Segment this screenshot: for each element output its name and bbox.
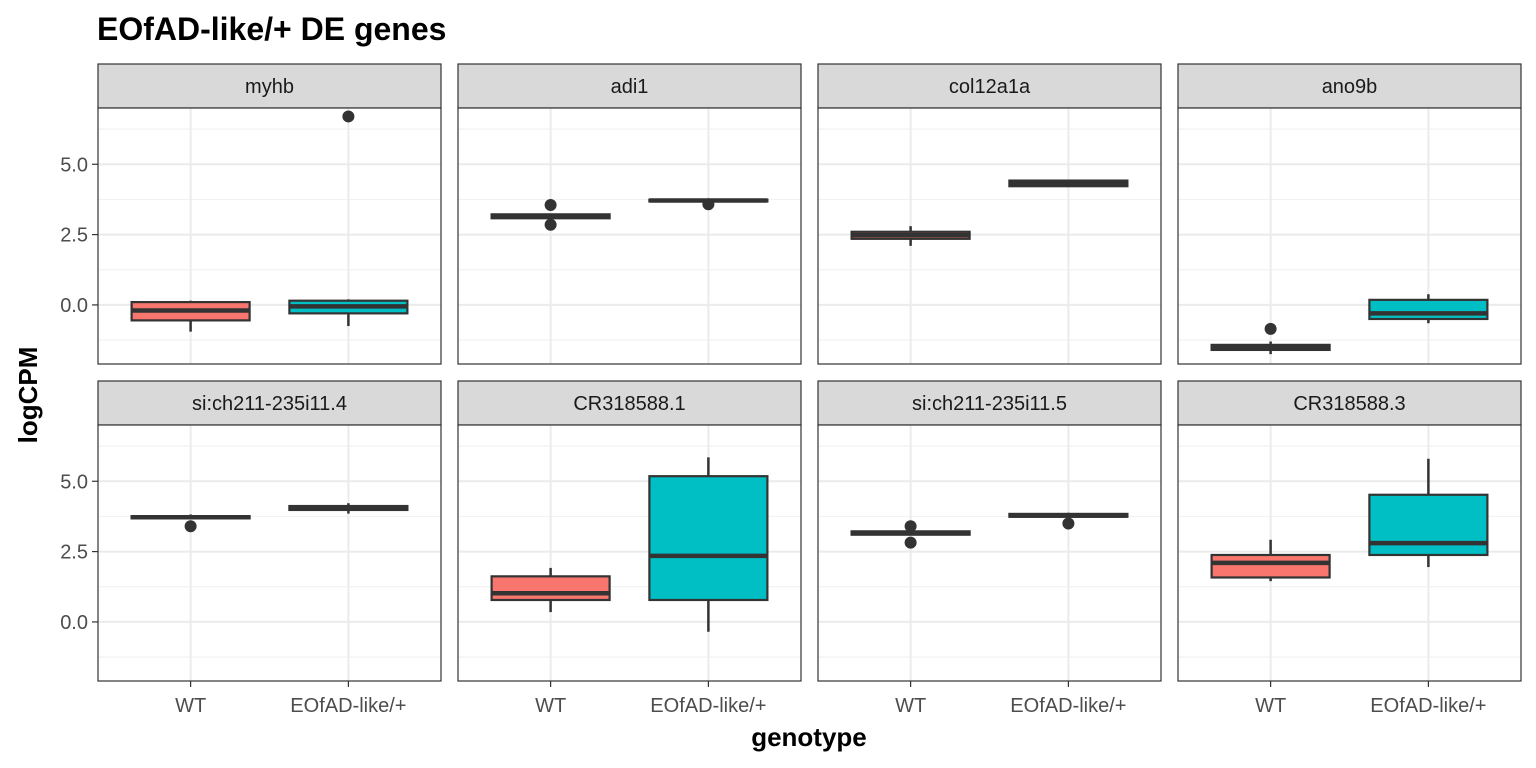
box-wt	[1210, 539, 1331, 582]
y-tick-label: 5.0	[60, 154, 88, 176]
facet-panel: col12a1a	[817, 63, 1162, 365]
facet-strip-label: si:ch211-235i11.5	[912, 393, 1067, 415]
facet-strip	[457, 63, 802, 109]
panel-border	[97, 424, 442, 682]
facet-strip-label: CR318588.1	[573, 393, 685, 415]
y-tick-label: 0.0	[60, 295, 88, 317]
panel-background	[98, 108, 441, 364]
x-tick-label: EOfAD-like/+	[650, 695, 766, 717]
y-tick-label: 0.0	[60, 612, 88, 634]
box-wt	[490, 567, 611, 613]
y-axis-title: logCPM	[13, 347, 43, 444]
panel-border	[457, 424, 802, 682]
box-wt	[850, 520, 971, 549]
box-iqr	[490, 575, 611, 602]
y-tick-label: 2.5	[60, 225, 88, 247]
outlier-point	[1264, 322, 1277, 335]
panel-background	[458, 108, 801, 364]
facet-strip-label: col12a1a	[949, 76, 1031, 98]
facet-strip	[457, 380, 802, 426]
x-tick-label: WT	[895, 695, 926, 717]
box-eofad	[1368, 294, 1489, 324]
facet-panel: myhb 0.0 2.5 5.0	[60, 63, 442, 365]
box-eofad	[1368, 458, 1489, 568]
facet-panel: si:ch211-235i11.5 WT EOfAD-like/+	[817, 380, 1162, 717]
facet-panel: ano9b	[1177, 63, 1522, 365]
facet-panels: myhb 0.0 2.5 5.0 adi1 col12a1a ano9b si:ch211-2…	[60, 63, 1522, 717]
box-iqr	[648, 475, 769, 602]
facet-strip	[97, 63, 442, 109]
facet-strip-label: adi1	[611, 76, 649, 98]
outlier-point	[904, 536, 917, 549]
facet-strip	[817, 63, 1162, 109]
facet-panel: CR318588.3 WT EOfAD-like/+	[1177, 380, 1522, 717]
x-tick-label: WT	[1255, 695, 1286, 717]
panel-border	[1177, 424, 1522, 682]
facet-panel: si:ch211-235i11.4 0.0 2.5 5.0 WT EOfAD-like/+	[60, 380, 442, 717]
y-tick-label: 2.5	[60, 542, 88, 564]
facet-strip-label: si:ch211-235i11.4	[192, 393, 347, 415]
box-eofad	[288, 503, 409, 514]
box-eofad	[288, 110, 409, 327]
box-eofad	[648, 198, 769, 211]
facet-strip-label: myhb	[245, 76, 294, 98]
facet-strip-label: CR318588.3	[1293, 393, 1405, 415]
outlier-point	[184, 520, 197, 533]
outlier-point	[702, 198, 715, 211]
outlier-point	[342, 110, 355, 123]
panel-border	[457, 107, 802, 365]
panel-background	[818, 425, 1161, 681]
outlier-point	[904, 520, 917, 533]
x-tick-label: WT	[535, 695, 566, 717]
panel-border	[817, 107, 1162, 365]
x-tick-label: EOfAD-like/+	[1010, 695, 1126, 717]
box-wt	[490, 199, 611, 231]
outlier-point	[544, 199, 557, 212]
x-axis-title: genotype	[751, 722, 867, 752]
outlier-point	[544, 218, 557, 231]
facet-strip	[1177, 63, 1522, 109]
outlier-point	[1062, 517, 1075, 530]
box-eofad	[1008, 179, 1129, 188]
facet-panel: CR318588.1 WT EOfAD-like/+	[457, 380, 802, 717]
box-iqr	[1210, 553, 1331, 579]
box-wt	[1210, 322, 1331, 355]
box-wt	[850, 226, 971, 246]
box-iqr	[1368, 493, 1489, 557]
x-tick-label: EOfAD-like/+	[1370, 695, 1486, 717]
facet-strip-label: ano9b	[1322, 76, 1378, 98]
box-iqr	[1368, 298, 1489, 321]
chart-title: EOfAD-like/+ DE genes	[97, 11, 446, 47]
x-tick-label: WT	[175, 695, 206, 717]
x-tick-label: EOfAD-like/+	[290, 695, 406, 717]
panel-background	[98, 425, 441, 681]
facet-strip	[97, 380, 442, 426]
box-eofad	[1008, 512, 1129, 530]
panel-border	[97, 107, 442, 365]
box-wt	[130, 514, 251, 533]
box-eofad	[648, 457, 769, 632]
panel-border	[1177, 107, 1522, 365]
panel-border	[817, 424, 1162, 682]
y-tick-label: 5.0	[60, 471, 88, 493]
box-wt	[130, 300, 251, 332]
panel-background	[1178, 108, 1521, 364]
facet-panel: adi1	[457, 63, 802, 365]
